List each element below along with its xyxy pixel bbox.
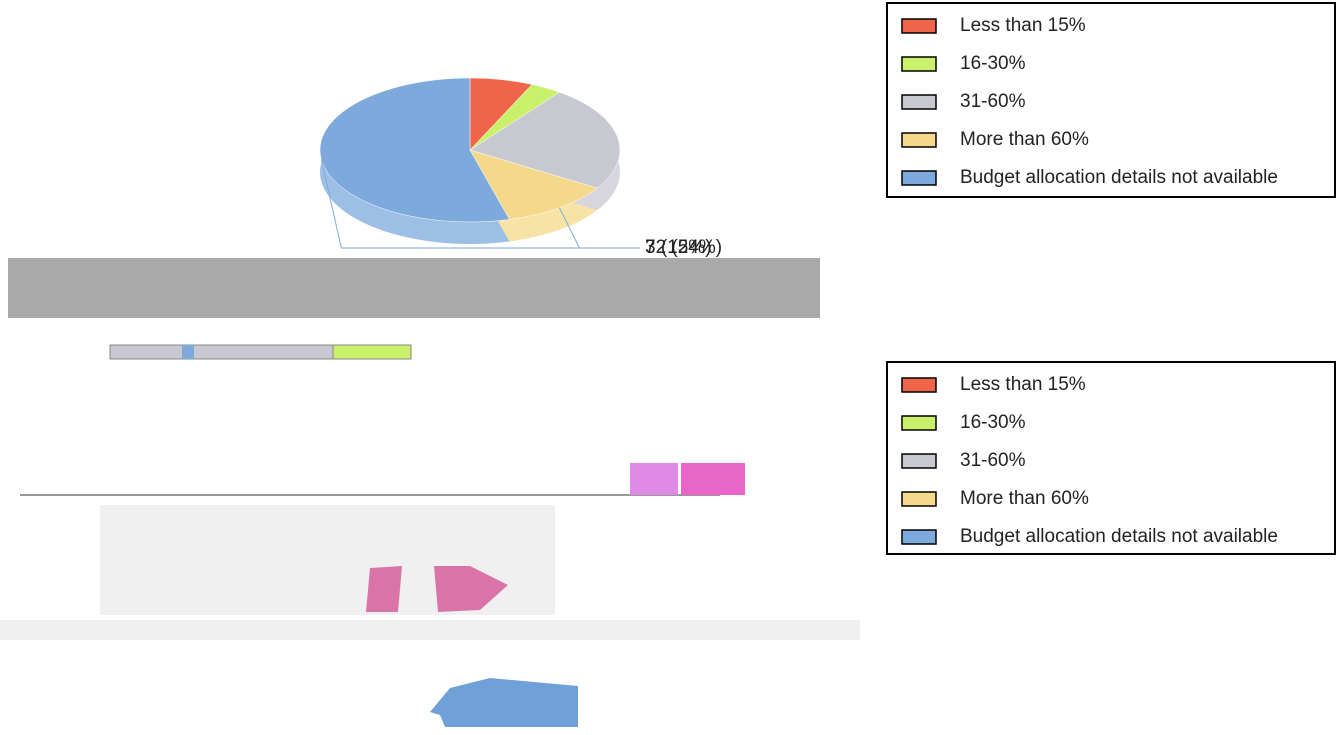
- legend-label: 31-60%: [960, 91, 1026, 112]
- legend-label: 16-30%: [960, 412, 1026, 433]
- legend-label: Less than 15%: [960, 374, 1086, 395]
- legend-label: Budget allocation details not available: [960, 526, 1278, 547]
- data-label: 32 (54%): [645, 237, 722, 258]
- legend-swatch: [901, 529, 937, 545]
- legend-label: 31-60%: [960, 450, 1026, 471]
- legend-swatch: [901, 132, 937, 148]
- map-region: [0, 620, 860, 640]
- pie-slice: [469, 149, 598, 220]
- pie-slice: [469, 91, 621, 189]
- legend-swatch: [901, 56, 937, 72]
- map-region: [630, 463, 678, 495]
- map-region: [681, 463, 745, 495]
- map-region: [332, 344, 412, 360]
- map-region: [434, 566, 508, 612]
- legend-label: 16-30%: [960, 53, 1026, 74]
- legend-box: [886, 361, 1336, 555]
- legend-swatch: [901, 415, 937, 431]
- map-region: [366, 566, 402, 612]
- map-region: [430, 678, 578, 727]
- legend-swatch: [901, 94, 937, 110]
- glitch-band: [8, 258, 820, 318]
- leader-line: [320, 159, 640, 249]
- legend-label: Budget allocation details not available: [960, 167, 1278, 188]
- map-region: [182, 345, 194, 359]
- pie-chart: 7 (12%)32 (54%): [319, 77, 722, 258]
- legend-label: More than 60%: [960, 129, 1089, 150]
- legend-swatch: [901, 18, 937, 34]
- legend-swatch: [901, 377, 937, 393]
- legend-swatch: [901, 491, 937, 507]
- map-border: [20, 494, 720, 496]
- legend-swatch: [901, 170, 937, 186]
- map: [0, 258, 860, 727]
- legend-label: More than 60%: [960, 488, 1089, 509]
- data-label: 7 (12%): [645, 237, 712, 258]
- legend-label: Less than 15%: [960, 15, 1086, 36]
- legend-box: [886, 2, 1336, 198]
- legend-swatch: [901, 453, 937, 469]
